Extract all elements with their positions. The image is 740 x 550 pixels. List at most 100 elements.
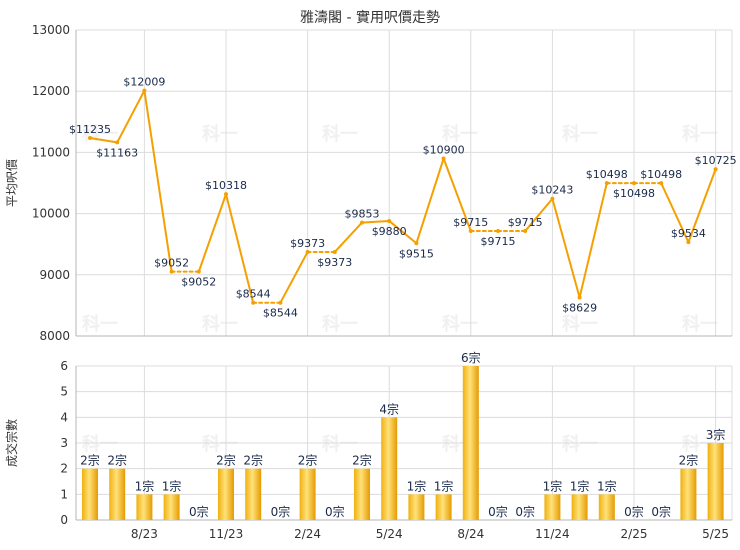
count-grid xyxy=(75,365,733,521)
price-points xyxy=(88,88,718,305)
chart-title: 雅濤閣 - 實用呎價走勢 xyxy=(300,9,440,26)
price-data-label: $9715 xyxy=(481,235,516,248)
count-data-label: 2宗 xyxy=(80,453,100,468)
count-data-label: 1宗 xyxy=(543,478,563,493)
price-data-label: $10900 xyxy=(423,144,465,157)
price-line-series xyxy=(89,89,717,304)
price-y-axis-label: 平均呎價 xyxy=(5,159,19,207)
price-line-segment xyxy=(687,168,717,244)
price-data-label: $10318 xyxy=(205,179,247,192)
watermark-text: 科一 xyxy=(682,123,718,145)
price-data-label: $9534 xyxy=(671,227,706,240)
price-line-segment xyxy=(279,250,309,304)
watermark-text: 科一 xyxy=(322,123,358,145)
price-y-tick-label: 13000 xyxy=(32,23,70,37)
price-line-segment xyxy=(361,219,391,224)
price-data-label: $9052 xyxy=(154,257,189,270)
count-data-label: 2宗 xyxy=(216,453,236,468)
count-data-label: 0宗 xyxy=(189,504,209,519)
count-data-label: 1宗 xyxy=(407,478,427,493)
price-grid xyxy=(75,29,733,337)
count-bar xyxy=(707,443,724,520)
price-data-label: $10243 xyxy=(531,184,573,197)
price-line-segment xyxy=(333,221,363,253)
price-point xyxy=(577,295,582,300)
x-tick-label: 8/24 xyxy=(457,527,484,541)
price-point xyxy=(169,269,174,274)
price-line-segment xyxy=(660,182,690,244)
price-point xyxy=(305,249,310,254)
count-data-label: 2宗 xyxy=(352,453,372,468)
x-tick-label: 5/24 xyxy=(376,527,403,541)
count-data-label: 0宗 xyxy=(271,504,291,519)
price-point xyxy=(550,196,555,201)
x-axis-ticks: 8/23 11/23 2/24 5/24 8/24 11/24 2/25 5/25 xyxy=(131,527,729,541)
price-data-label: $9373 xyxy=(290,237,325,250)
x-tick-label: 5/25 xyxy=(702,527,729,541)
count-data-label: 1宗 xyxy=(162,478,182,493)
watermark-text: 科一 xyxy=(82,313,118,335)
price-line-segment xyxy=(89,137,119,144)
count-bar xyxy=(544,494,561,520)
count-data-label: 1宗 xyxy=(135,478,155,493)
price-point xyxy=(115,140,120,145)
price-line-segment xyxy=(388,219,418,245)
price-point xyxy=(496,229,500,234)
price-data-label: $8629 xyxy=(562,302,597,315)
count-bar xyxy=(82,468,98,520)
count-bar xyxy=(462,366,479,520)
count-data-label: 0宗 xyxy=(325,504,345,519)
price-point xyxy=(604,181,609,186)
count-bar xyxy=(136,494,153,520)
count-data-label: 2宗 xyxy=(679,453,699,468)
count-y-tick-label: 2 xyxy=(60,462,68,476)
price-data-label: $8544 xyxy=(263,307,298,320)
count-bar xyxy=(109,468,126,520)
price-line-segment xyxy=(442,157,472,233)
count-bar xyxy=(571,494,588,520)
count-data-label: 2宗 xyxy=(298,453,318,468)
price-data-label: $10498 xyxy=(640,168,682,181)
price-point xyxy=(360,220,364,225)
watermark-text: 科一 xyxy=(442,123,478,145)
price-point xyxy=(251,300,256,305)
watermark-text: 科一 xyxy=(322,433,358,455)
price-point xyxy=(224,192,228,197)
price-point xyxy=(278,300,283,305)
count-bar xyxy=(354,468,370,520)
count-data-label: 0宗 xyxy=(624,504,644,519)
price-point xyxy=(468,229,473,234)
x-tick-label: 11/24 xyxy=(535,527,570,541)
x-tick-label: 2/25 xyxy=(621,527,648,541)
price-y-ticks: 8000 9000 10000 11000 12000 13000 xyxy=(32,23,70,343)
price-point xyxy=(387,218,392,223)
price-line-segment xyxy=(116,89,146,144)
count-y-axis-label: 成交宗數 xyxy=(4,419,19,467)
price-y-tick-label: 8000 xyxy=(39,329,70,343)
watermark-text: 科一 xyxy=(82,433,118,455)
price-point xyxy=(659,181,664,186)
count-bar xyxy=(408,494,425,520)
price-data-label: $9880 xyxy=(372,225,407,238)
price-y-tick-label: 11000 xyxy=(32,145,70,159)
price-line-segment xyxy=(143,89,173,273)
count-bars xyxy=(82,366,724,520)
count-y-tick-label: 1 xyxy=(60,487,68,501)
price-y-tick-label: 10000 xyxy=(32,207,70,221)
price-point xyxy=(523,229,528,234)
watermark-text: 科一 xyxy=(562,313,598,335)
price-line-segment xyxy=(524,197,554,233)
price-point xyxy=(88,136,92,141)
count-data-label: 2宗 xyxy=(107,453,127,468)
price-data-label: $10498 xyxy=(586,168,628,181)
price-data-labels: $11235 $11163 $12009 $9052 $9052 $10318 $8544 $… xyxy=(69,76,737,320)
watermark-text: 科一 xyxy=(442,313,478,335)
price-data-label: $11163 xyxy=(96,146,138,159)
price-point xyxy=(713,167,718,172)
count-y-ticks: 0 1 2 3 4 5 6 xyxy=(60,359,68,527)
count-bar xyxy=(218,468,234,520)
count-bar xyxy=(598,494,615,520)
price-point xyxy=(632,181,636,186)
count-data-label: 1宗 xyxy=(434,478,454,493)
